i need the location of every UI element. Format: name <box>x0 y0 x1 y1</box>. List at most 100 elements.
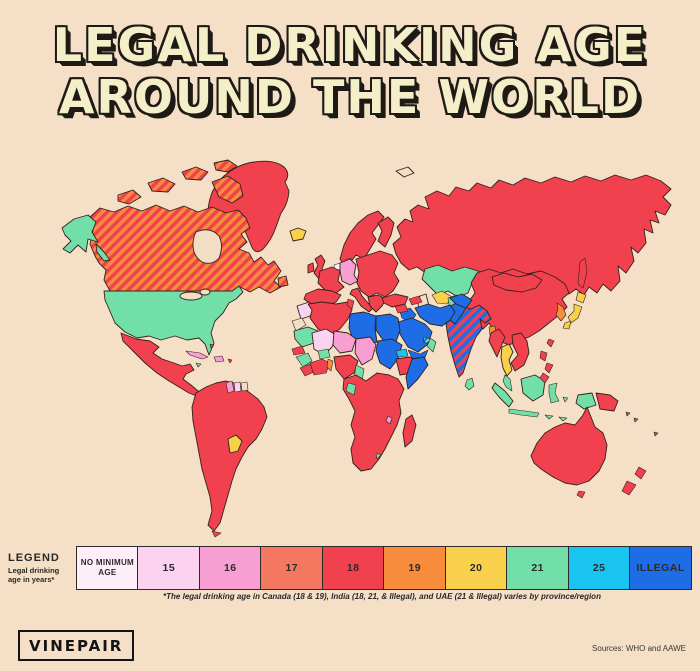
region-arctic-island <box>181 166 209 181</box>
region-caucasus <box>408 295 423 306</box>
legend-label: LEGEND Legal drinking age in years* <box>8 552 76 585</box>
region-french-guiana <box>240 381 249 392</box>
region-eritrea <box>395 348 409 358</box>
region-east-europe <box>355 250 400 298</box>
legend: LEGEND Legal drinking age in years* NO M… <box>8 546 692 590</box>
region-moluccas <box>562 396 569 403</box>
region-cuba <box>185 350 209 360</box>
region-philippines <box>539 350 548 362</box>
region-south-america <box>191 380 268 532</box>
legend-swatch-21: 21 <box>506 546 570 590</box>
region-lesser-sunda <box>544 414 554 420</box>
region-iceland <box>289 227 307 242</box>
region-sakhalin <box>577 257 588 289</box>
legend-footnote: *The legal drinking age in Canada (18 & … <box>163 592 601 601</box>
region-newfoundland <box>277 275 289 288</box>
region-philippines <box>544 362 554 374</box>
legend-swatch-15: 15 <box>137 546 201 590</box>
legend-swatch-17: 17 <box>260 546 324 590</box>
region-hispaniola <box>213 355 225 363</box>
region-ireland <box>307 262 315 274</box>
region-solomon-islands <box>633 417 639 423</box>
region-germany <box>339 258 359 286</box>
legend-swatch-18: 18 <box>321 546 385 590</box>
region-africa-central-south <box>342 372 405 472</box>
region-somalia <box>405 356 429 390</box>
region-australia <box>530 406 608 486</box>
region-alaska-panhandle <box>95 243 111 262</box>
region-taiwan <box>546 338 555 348</box>
region-guinea <box>295 352 313 368</box>
region-senegal <box>291 345 306 356</box>
region-balkans <box>367 294 387 313</box>
region-nigeria <box>333 354 359 380</box>
region-mongolia <box>491 272 543 293</box>
region-turkey <box>381 293 409 308</box>
legend-scale: NO MINIMUM AGE 15 16 17 18 19 20 21 25 I… <box>76 546 692 590</box>
region-iberia <box>303 288 342 307</box>
region-lesser-sunda <box>558 416 568 422</box>
region-hudson-bay <box>192 229 222 264</box>
region-benin <box>326 358 334 372</box>
region-sudan <box>375 338 403 370</box>
region-jamaica <box>195 362 202 368</box>
region-philippines <box>539 372 550 384</box>
region-mali <box>311 328 337 356</box>
region-india <box>445 304 492 378</box>
region-france <box>317 266 345 294</box>
legend-swatch-16: 16 <box>198 546 262 590</box>
region-sumatra <box>491 382 514 408</box>
legend-swatch-25: 25 <box>567 546 631 590</box>
region-finland <box>377 216 395 248</box>
legend-subheading: Legal drinking age in years* <box>8 565 60 584</box>
region-west-sahara <box>291 317 307 332</box>
region-new-zealand-north <box>634 466 647 480</box>
region-uae <box>422 336 431 345</box>
region-tierra-del-fuego <box>211 530 222 538</box>
region-paraguay <box>227 434 243 454</box>
region-sulawesi <box>548 382 560 404</box>
page-title: LEGAL DRINKING AGE AROUND THE WORLD <box>0 18 700 124</box>
region-burkina <box>317 348 331 360</box>
region-baffin-island <box>211 175 244 204</box>
region-madagascar <box>402 414 417 448</box>
region-svalbard <box>395 166 415 178</box>
legend-swatch-no-minimum: NO MINIMUM AGE <box>76 546 139 590</box>
title-line-1: LEGAL DRINKING AGE <box>52 18 648 72</box>
region-italy <box>349 287 374 313</box>
great-lakes <box>199 288 211 296</box>
region-tunisia <box>346 298 355 310</box>
region-thailand <box>500 343 514 377</box>
legend-swatch-illegal: ILLEGAL <box>629 546 692 590</box>
region-arctic-island <box>147 177 176 193</box>
vinepair-logo: VINEPAIR <box>18 630 135 661</box>
region-borneo <box>520 374 546 402</box>
region-usa <box>103 285 244 356</box>
region-saudi-arabia <box>397 317 433 353</box>
region-algeria <box>307 301 353 336</box>
region-chad <box>354 336 377 366</box>
sources-credit: Sources: WHO and AAWE <box>592 644 686 653</box>
title-line-2: AROUND THE WORLD <box>58 69 642 124</box>
region-solomon-islands <box>625 411 631 417</box>
region-sri-lanka <box>464 377 475 391</box>
region-new-zealand-south <box>621 480 637 496</box>
region-png-west <box>575 392 597 410</box>
legend-heading: LEGEND <box>8 551 60 564</box>
region-canada <box>88 204 282 294</box>
region-java <box>508 408 540 418</box>
region-eswatini <box>375 452 382 460</box>
legend-swatch-20: 20 <box>444 546 508 590</box>
region-guyana <box>225 380 235 394</box>
region-fiji <box>653 431 659 437</box>
region-tasmania <box>576 490 586 499</box>
world-map <box>61 159 672 538</box>
region-scandinavia <box>339 210 385 266</box>
region-arctic-island <box>213 159 238 173</box>
region-suriname <box>233 381 242 393</box>
region-japan-kyushu <box>562 320 572 330</box>
region-arctic-island <box>117 189 142 205</box>
region-japan-hokkaido <box>575 291 587 304</box>
region-bahamas <box>209 343 215 349</box>
